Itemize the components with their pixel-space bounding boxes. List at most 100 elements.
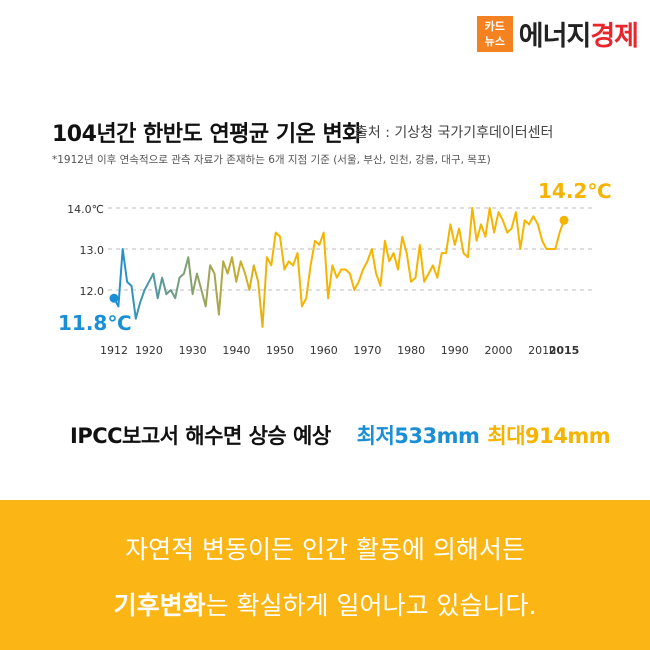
data-point xyxy=(419,244,421,246)
card-news-badge: 카드 뉴스 xyxy=(476,15,513,52)
data-point xyxy=(537,224,539,226)
data-point xyxy=(200,289,202,291)
data-point xyxy=(432,265,434,267)
data-point xyxy=(362,269,364,271)
footnote: *1912년 이후 연속적으로 관측 자료가 존재하는 6개 지점 기준 (서울… xyxy=(52,154,491,166)
data-point xyxy=(375,273,377,275)
data-point xyxy=(410,281,412,283)
data-point xyxy=(471,207,473,209)
temperature-line-chart: 14.0℃ 13.0 12.0 1912 1920 1930 1940 1950 1960 19… xyxy=(58,179,612,357)
brand-name-part2: 경제 xyxy=(590,21,639,52)
banner-line2: 기후변화는 확실하게 일어나고 있습니다. xyxy=(0,586,650,622)
data-point xyxy=(301,306,303,308)
data-point xyxy=(515,211,517,213)
data-point xyxy=(349,273,351,275)
data-point xyxy=(476,240,478,242)
data-point xyxy=(283,269,285,271)
data-point xyxy=(214,273,216,275)
data-point xyxy=(519,248,521,250)
data-point xyxy=(528,224,530,226)
data-point xyxy=(170,289,172,291)
data-point xyxy=(279,236,281,238)
data-point xyxy=(358,281,360,283)
brand-name-part1: 에너지 xyxy=(518,21,592,52)
data-point xyxy=(502,219,504,221)
brand-name: 에너지경제 xyxy=(518,14,639,53)
data-point xyxy=(380,285,382,287)
ipcc-min-value: 최저533mm xyxy=(356,424,480,448)
data-point xyxy=(415,277,417,279)
data-point xyxy=(222,260,224,262)
data-point xyxy=(336,277,338,279)
data-point xyxy=(183,273,185,275)
data-point xyxy=(292,265,294,267)
x-tick-label: 1980 xyxy=(397,344,425,357)
x-tick-label: 1930 xyxy=(179,344,207,357)
source-note: 출처 : 기상청 국가기후데이터센터 xyxy=(355,125,554,141)
x-tick-label: 1970 xyxy=(353,344,381,357)
data-point xyxy=(546,248,548,250)
x-tick-label: 2010 xyxy=(528,344,556,357)
data-point xyxy=(266,256,268,258)
data-point xyxy=(275,232,277,234)
start-marker xyxy=(109,293,119,303)
message-banner: 자연적 변동이든 인간 활동에 의해서든 기후변화는 확실하게 일어나고 있습니… xyxy=(0,500,650,650)
x-tick-label: 2000 xyxy=(484,344,512,357)
x-tick-label: 1940 xyxy=(222,344,250,357)
end-marker xyxy=(559,215,569,225)
data-point xyxy=(262,326,264,328)
x-tick-label: 1920 xyxy=(135,344,163,357)
data-point xyxy=(554,248,556,250)
data-point xyxy=(139,301,141,303)
chart-title: 104년간 한반도 연평균 기온 변화 xyxy=(52,122,362,147)
data-point xyxy=(131,285,133,287)
data-point xyxy=(249,289,251,291)
data-point xyxy=(135,318,137,320)
data-point xyxy=(327,297,329,299)
temperature-series-line xyxy=(113,207,565,328)
data-point xyxy=(152,273,154,275)
data-point xyxy=(117,306,119,308)
data-point xyxy=(310,265,312,267)
banner-line2-rest: 는 확실하게 일어나고 있습니다. xyxy=(205,591,537,620)
data-point xyxy=(353,289,355,291)
banner-highlight: 기후변화 xyxy=(113,591,206,620)
data-point xyxy=(288,260,290,262)
data-point xyxy=(314,240,316,242)
data-point xyxy=(218,314,220,316)
data-point xyxy=(144,289,146,291)
data-point xyxy=(244,273,246,275)
data-point xyxy=(205,306,207,308)
data-point xyxy=(484,236,486,238)
data-point xyxy=(231,256,233,258)
data-point xyxy=(493,232,495,234)
data-point xyxy=(366,260,368,262)
data-point xyxy=(393,252,395,254)
data-point xyxy=(428,273,430,275)
data-point xyxy=(240,260,242,262)
data-point xyxy=(305,297,307,299)
data-point xyxy=(506,232,508,234)
data-point xyxy=(541,240,543,242)
data-point xyxy=(340,269,342,271)
badge-line1: 카드 xyxy=(484,19,505,33)
data-point xyxy=(454,244,456,246)
data-point xyxy=(148,281,150,283)
data-point xyxy=(157,297,159,299)
data-point xyxy=(257,281,259,283)
data-point xyxy=(179,277,181,279)
data-point xyxy=(489,207,491,209)
data-point xyxy=(192,293,194,295)
ipcc-label: IPCC보고서 해수면 상승 예상 xyxy=(70,424,331,448)
data-point xyxy=(406,252,408,254)
data-point xyxy=(122,248,124,250)
data-point xyxy=(318,244,320,246)
data-point xyxy=(332,265,334,267)
data-point xyxy=(270,265,272,267)
data-point xyxy=(463,252,465,254)
data-point xyxy=(187,256,189,258)
y-tick-label: 14.0℃ xyxy=(67,203,104,216)
data-point xyxy=(458,228,460,230)
data-point xyxy=(401,236,403,238)
start-value-label: 11.8℃ xyxy=(58,311,132,335)
